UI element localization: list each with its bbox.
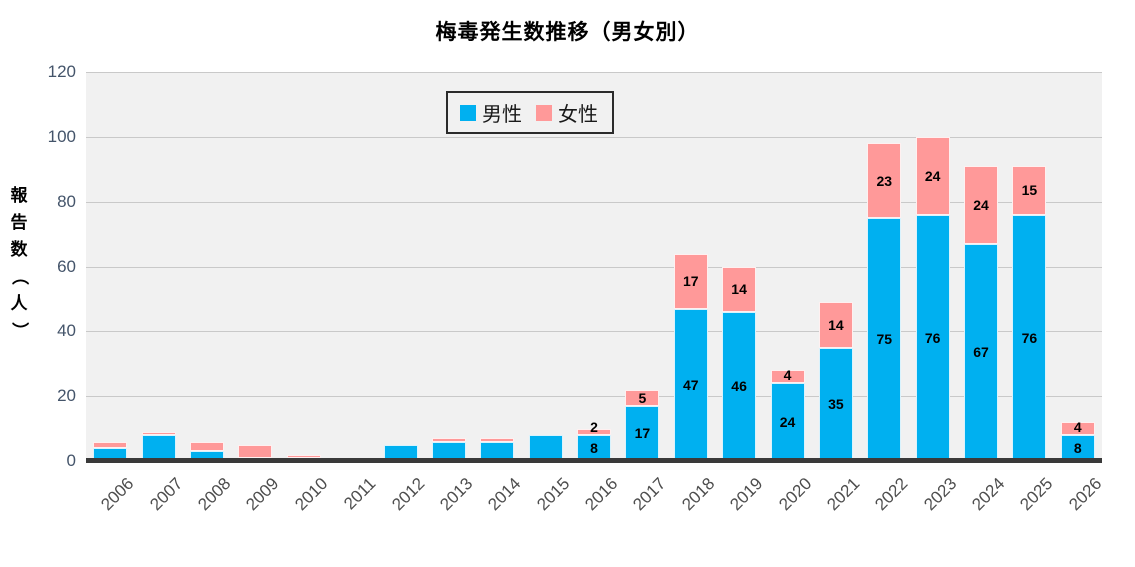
gridline-120 <box>86 72 1102 73</box>
bar-2021-female <box>818 302 853 348</box>
bar-2024-male <box>964 243 998 461</box>
legend-item-female: 女性 <box>536 98 598 127</box>
y-axis-tick-100: 100 <box>47 126 76 146</box>
gridline-40 <box>86 331 1102 333</box>
bar-2013-female <box>431 438 466 442</box>
y-axis-tick-20: 20 <box>57 386 76 406</box>
chart-title: 梅毒発生数推移（男女別） <box>435 21 700 44</box>
x-axis-label-2018: 2018 <box>678 474 719 515</box>
legend: 男性 女性 <box>446 91 614 134</box>
x-axis-label-2025: 2025 <box>1016 474 1057 515</box>
y-axis-title-char: 報 <box>10 186 28 205</box>
bar-2017-male <box>625 405 660 461</box>
x-axis-label-2023: 2023 <box>919 474 961 515</box>
y-axis-tick-40: 40 <box>57 321 76 341</box>
legend-swatch-male <box>460 104 476 121</box>
bar-2019-male <box>722 311 757 461</box>
bar-2008-female <box>190 441 224 452</box>
bar-2025-male <box>1012 214 1047 461</box>
gridline-80 <box>86 201 1102 203</box>
y-axis-tick-60: 60 <box>57 256 76 276</box>
bar-2014-female <box>480 438 515 442</box>
gridline-100 <box>86 136 1102 138</box>
x-axis-label-2020: 2020 <box>774 474 815 515</box>
bar-2006-female <box>93 441 128 448</box>
x-axis-line <box>86 458 1102 463</box>
legend-item-male: 男性 <box>460 98 522 127</box>
x-axis-label-2014: 2014 <box>484 474 525 515</box>
x-axis-label-2024: 2024 <box>968 474 1009 515</box>
bar-2023-female <box>915 136 950 215</box>
x-axis-label-2009: 2009 <box>242 474 283 515</box>
bar-2023-male <box>915 214 950 461</box>
bar-2024-female <box>964 166 998 244</box>
bar-2007-female <box>141 431 176 436</box>
y-axis-title-char: 人 <box>10 294 28 313</box>
bar-2025-female <box>1012 166 1047 215</box>
bar-2022-female <box>867 143 902 218</box>
bar-2021-male <box>818 347 853 461</box>
x-axis-label-2006: 2006 <box>97 474 138 515</box>
bar-2010-female <box>286 454 321 458</box>
bar-2026-male <box>1060 435 1095 461</box>
x-axis-label-2021: 2021 <box>823 474 864 515</box>
bar-2022-male <box>867 217 902 461</box>
y-axis-tick-0: 0 <box>66 451 76 470</box>
y-axis-tick-80: 80 <box>57 191 76 211</box>
bar-2007-male <box>141 435 176 461</box>
bar-2018-male <box>673 308 708 461</box>
x-axis-label-2016: 2016 <box>581 474 622 515</box>
x-axis-label-2012: 2012 <box>387 474 428 515</box>
legend-swatch-female <box>536 104 552 121</box>
y-axis-title-char: 数 <box>10 240 28 259</box>
bar-2026-female <box>1060 422 1095 436</box>
bar-2019-female <box>722 266 757 312</box>
bar-2009-female <box>238 444 273 458</box>
bar-2017-female <box>625 389 660 406</box>
gridline-60 <box>86 266 1102 268</box>
bar-2020-female <box>770 370 805 384</box>
x-axis-label-2017: 2017 <box>629 474 670 515</box>
x-axis-label-2011: 2011 <box>340 474 380 514</box>
y-axis-title: 報告数（人） <box>6 182 32 344</box>
bar-2016-male <box>577 435 611 461</box>
bar-2018-female <box>673 253 708 309</box>
x-axis-label-2007: 2007 <box>145 474 187 515</box>
bar-2020-male <box>770 383 805 461</box>
bar-2016-female <box>577 428 611 436</box>
x-axis-label-2010: 2010 <box>290 474 332 515</box>
x-axis-label-2019: 2019 <box>726 474 767 515</box>
x-axis-label-2008: 2008 <box>194 474 235 515</box>
y-axis-tick-120: 120 <box>47 62 76 81</box>
x-axis-label-2026: 2026 <box>1065 474 1106 515</box>
gridline-20 <box>86 396 1102 398</box>
legend-label-female: 女性 <box>558 104 598 126</box>
x-axis-label-2015: 2015 <box>532 474 574 515</box>
plot-area: 8 2 17 5 47 17 46 14 24 4 35 14 75 23 76 24 67 24 76 15 8 4 男… <box>86 72 1102 463</box>
x-axis-label-2022: 2022 <box>871 474 912 515</box>
x-axis-label-2013: 2013 <box>436 474 477 515</box>
y-axis-title-char: 告 <box>10 213 28 232</box>
legend-label-male: 男性 <box>482 104 522 126</box>
